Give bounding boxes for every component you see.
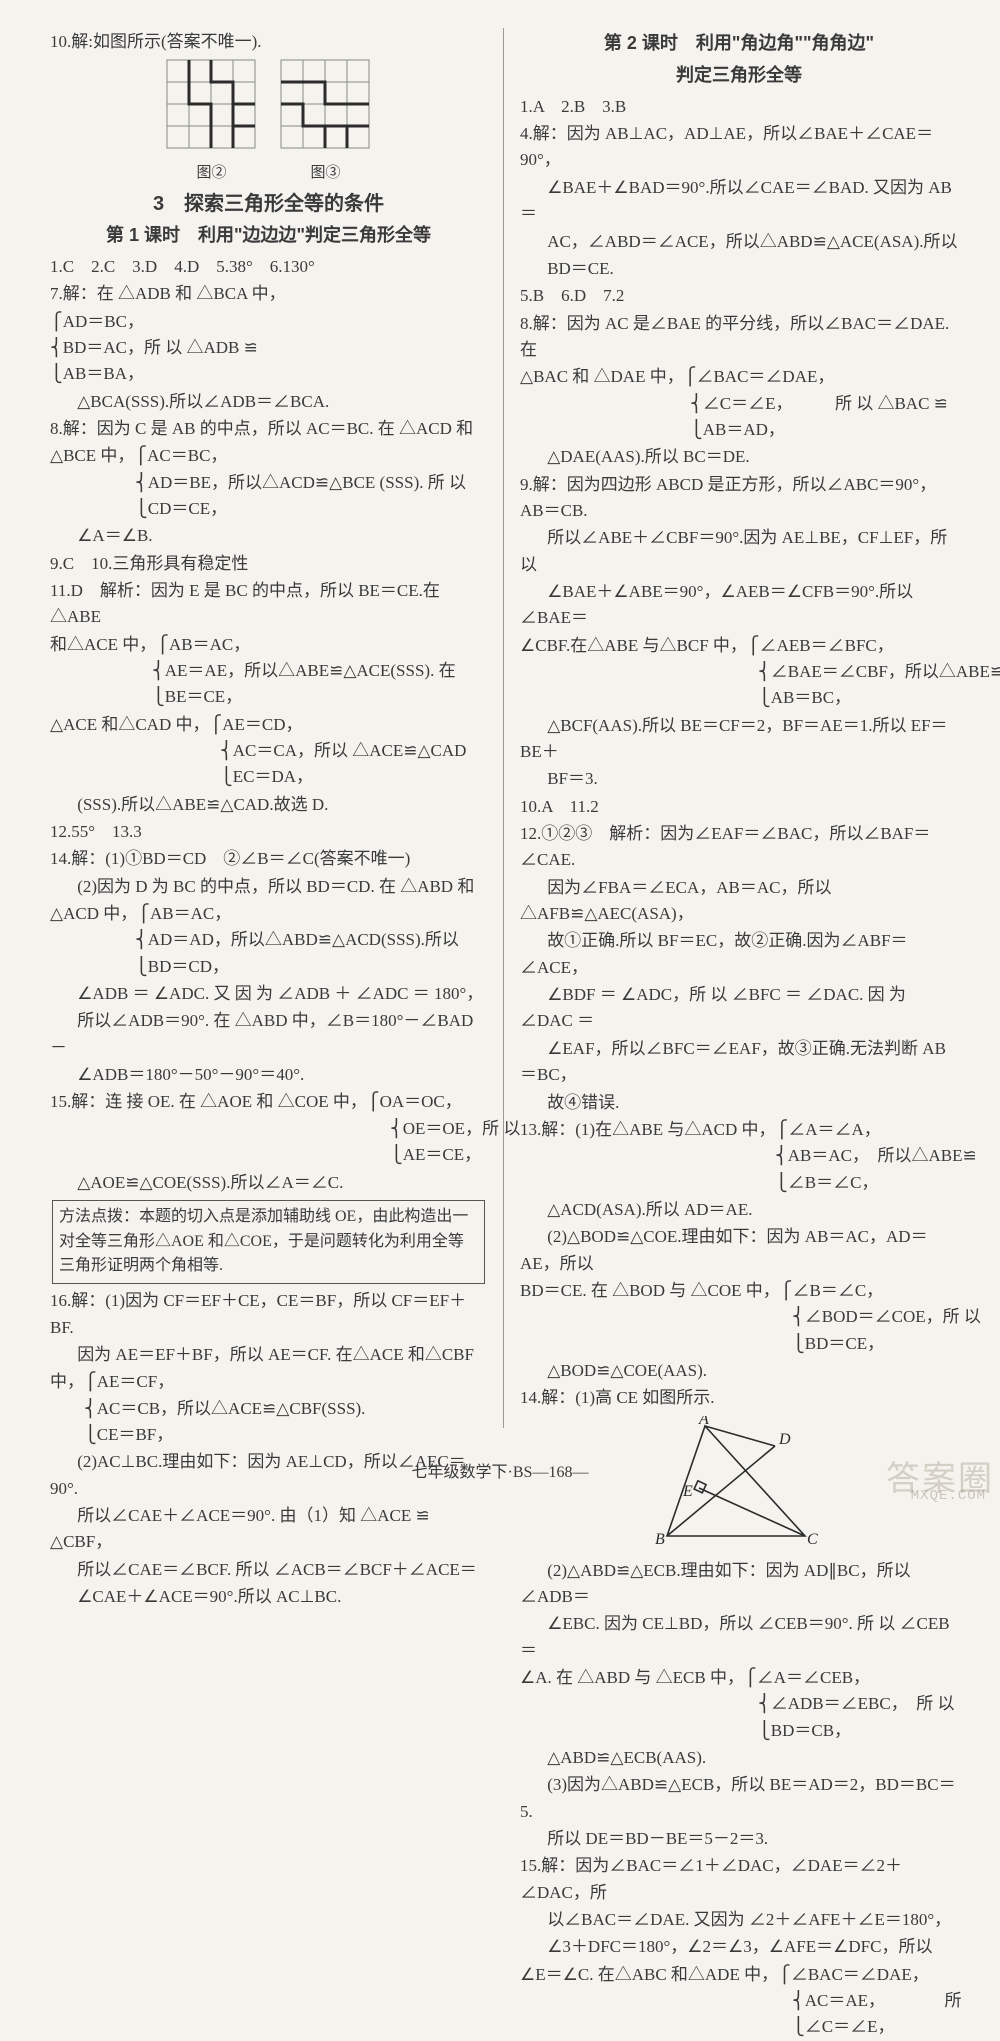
- q16-line7: ∠CAE＋∠ACE＝90°.所以 AC⊥BC.: [50, 1584, 487, 1610]
- q11-brace2: △ACE 和△CAD 中，⎧AE＝CD， ⎨AC＝CA，所以 △ACE≌△CAD…: [50, 712, 487, 791]
- figure-2-svg: [166, 59, 258, 151]
- r4-line1: 4.解：因为 AB⊥AC，AD⊥AE，所以∠BAE＋∠CAE＝90°，: [520, 121, 958, 174]
- q7-line1: 7.解：在 △ADB 和 △BCA 中，: [50, 281, 487, 307]
- page-footer: 七年级数学下·BS—168—: [0, 1461, 1000, 1486]
- r5-7: 5.B 6.D 7.2: [520, 283, 958, 309]
- r14-line3: ∠EBC. 因为 CE⊥BD，所以 ∠CEB＝90°. 所 以 ∠CEB＝: [520, 1611, 958, 1664]
- r14-line5: △ABD≌△ECB(AAS).: [520, 1745, 958, 1771]
- r9-line6: BF＝3.: [520, 766, 958, 792]
- q15-line2: △AOE≌△COE(SSS).所以∠A＝∠C.: [50, 1170, 487, 1196]
- q12-q13: 12.55° 13.3: [50, 819, 487, 845]
- r9-line1: 9.解：因为四边形 ABCD 是正方形，所以∠ABC＝90°，AB＝CB.: [520, 472, 958, 525]
- q16-line1: 16.解：(1)因为 CF＝EF＋CE，CE＝BF，所以 CF＝EF＋BF.: [50, 1288, 487, 1341]
- q11-line1: 11.D 解析：因为 E 是 BC 的中点，所以 BE＝CE.在△ABE: [50, 578, 487, 631]
- q9-q10: 9.C 10.三角形具有稳定性: [50, 551, 487, 577]
- r10-11: 10.A 11.2: [520, 794, 958, 820]
- figure-3-svg: [280, 59, 372, 151]
- r9-line5: △BCF(AAS).所以 BE＝CF＝2，BF＝AE＝1.所以 EF＝BE＋: [520, 713, 958, 766]
- r15-line3: ∠3＋DFC＝180°，∠2＝∠3，∠AFE＝∠DFC，所以: [520, 1934, 958, 1960]
- q16-brace: 中，⎧AE＝CF， ⎨AC＝CB，所以△ACE≌△CBF(SSS). ⎩CE＝B…: [50, 1369, 487, 1448]
- q16-line6: 所以∠CAE＝∠BCF. 所以 ∠ACB＝∠BCF＋∠ACE＝: [50, 1557, 487, 1583]
- r-answers-1-3: 1.A 2.B 3.B: [520, 94, 958, 120]
- svg-text:D: D: [778, 1431, 791, 1448]
- r4-line4: BD＝CE.: [520, 256, 958, 282]
- r14-line6: (3)因为△ABD≌△ECB，所以 BE＝AD＝2，BD＝BC＝5.: [520, 1772, 958, 1825]
- figure-2: 图②: [166, 59, 258, 185]
- q11-line4: (SSS).所以△ABE≌△CAD.故选 D.: [50, 792, 487, 818]
- q14-line1: 14.解：(1)①BD＝CD ②∠B＝∠C(答案不唯一): [50, 846, 487, 872]
- figures-row: 图② 图③: [50, 59, 487, 185]
- r13-line2: △ACD(ASA).所以 AD＝AE.: [520, 1197, 958, 1223]
- r9-line2: 所以∠ABE＋∠CBF＝90°.因为 AE⊥BE，CF⊥EF，所以: [520, 525, 958, 578]
- q10-intro: 10.解:如图所示(答案不唯一).: [50, 29, 487, 55]
- r12-line5: ∠EAF，所以∠BFC＝∠EAF，故③正确.无法判断 AB＝BC，: [520, 1036, 958, 1089]
- r8-line1: 8.解：因为 AC 是∠BAE 的平分线，所以∠BAC＝∠DAE.在: [520, 311, 958, 364]
- r14-line7: 所以 DE＝BD－BE＝5－2＝3.: [520, 1826, 958, 1852]
- lesson-2-title-2: 判定三角形全等: [520, 62, 958, 90]
- q8-brace: △BCE 中，⎧AC＝BC， ⎨AD＝BE，所以△ACD≌△BCE (SSS).…: [50, 443, 487, 522]
- q14-line5: 所以∠ADB＝90°. 在 △ABD 中，∠B＝180°－∠BAD－: [50, 1008, 487, 1061]
- lesson-2-title-1: 第 2 课时 利用"角边角""角角边": [520, 30, 958, 58]
- r13-line3: (2)△BOD≌△COE.理由如下：因为 AB＝AC，AD＝AE，所以: [520, 1224, 958, 1277]
- q14-brace: △ACD 中，⎧AB＝AC， ⎨AD＝AD，所以△ABD≌△ACD(SSS).所…: [50, 901, 487, 980]
- right-column: 第 2 课时 利用"角边角""角角边" 判定三角形全等 1.A 2.B 3.B …: [504, 28, 966, 1428]
- r12-line1: 12.①②③ 解析：因为∠EAF＝∠BAC，所以∠BAF＝∠CAE.: [520, 821, 958, 874]
- svg-text:A: A: [698, 1416, 709, 1428]
- section-3-title: 3 探索三角形全等的条件: [50, 189, 487, 220]
- r8-line3: △DAE(AAS).所以 BC＝DE.: [520, 444, 958, 470]
- r14-line1: 14.解：(1)高 CE 如图所示.: [520, 1385, 958, 1411]
- r15-brace: ∠E＝∠C. 在△ABC 和△ADE 中，⎧∠BAC＝∠DAE， ⎨AC＝AE，…: [520, 1962, 958, 2041]
- svg-text:B: B: [655, 1531, 665, 1548]
- q7-line3: △BCA(SSS).所以∠ADB＝∠BCA.: [50, 389, 487, 415]
- svg-text:C: C: [807, 1531, 818, 1548]
- q14-line4: ∠ADB ＝ ∠ADC. 又 因 为 ∠ADB ＋ ∠ADC ＝ 180°，: [50, 981, 487, 1007]
- r9-brace: ∠CBF.在△ABE 与△BCF 中，⎧∠AEB＝∠BFC， ⎨∠BAE＝∠CB…: [520, 633, 958, 712]
- r13-brace2: BD＝CE. 在 △BOD 与 △COE 中，⎧∠B＝∠C， ⎨∠BOD＝∠CO…: [520, 1278, 958, 1357]
- lesson-1-title: 第 1 课时 利用"边边边"判定三角形全等: [50, 222, 487, 250]
- figure-3: 图③: [280, 59, 372, 185]
- q7-brace: ⎧AD＝BC， ⎨BD＝AC，所 以 △ADB ≌ ⎩AB＝BA，: [50, 309, 487, 388]
- r14-line2: (2)△ABD≌△ECB.理由如下：因为 AD∥BC，所以∠ADB＝: [520, 1558, 958, 1611]
- r14-brace: ∠A. 在 △ABD 与 △ECB 中，⎧∠A＝∠CEB， ⎨∠ADB＝∠EBC…: [520, 1665, 958, 1744]
- q8-line1: 8.解：因为 C 是 AB 的中点，所以 AC＝BC. 在 △ACD 和: [50, 416, 487, 442]
- r12-line2: 因为∠FBA＝∠ECA，AB＝AC，所以△AFB≌△AEC(ASA)，: [520, 875, 958, 928]
- q14-line6: ∠ADB＝180°－50°－90°＝40°.: [50, 1062, 487, 1088]
- r15-line1: 15.解：因为∠BAC＝∠1＋∠DAC，∠DAE＝∠2＋∠DAC，所: [520, 1853, 958, 1906]
- r4-line3: AC，∠ABD＝∠ACE，所以△ABD≌△ACE(ASA).所以: [520, 229, 958, 255]
- figure-2-label: 图②: [166, 162, 258, 185]
- watermark-url: MXQE.COM: [911, 1486, 986, 1508]
- q15-line1: 15.解：连 接 OE. 在 △AOE 和 △COE 中，⎧OA＝OC， ⎨OE…: [50, 1089, 487, 1168]
- r13-line5: △BOD≌△COE(AAS).: [520, 1358, 958, 1384]
- r12-line6: 故④错误.: [520, 1090, 958, 1116]
- r15-line2: 以∠BAC＝∠DAE. 又因为 ∠2＋∠AFE＋∠E＝180°，: [520, 1907, 958, 1933]
- q16-line2: 因为 AE＝EF＋BF，所以 AE＝CF. 在△ACE 和△CBF: [50, 1342, 487, 1368]
- r12-line3: 故①正确.所以 BF＝EC，故②正确.因为∠ABF＝∠ACE，: [520, 928, 958, 981]
- figure-3-label: 图③: [280, 162, 372, 185]
- q14-line2: (2)因为 D 为 BC 的中点，所以 BD＝CD. 在 △ABD 和: [50, 874, 487, 900]
- q8-line3: ∠A＝∠B.: [50, 523, 487, 549]
- r13-line1: 13.解：(1)在△ABE 与△ACD 中，⎧∠A＝∠A， ⎨AB＝AC， 所以…: [520, 1117, 958, 1196]
- q11-brace1: 和△ACE 中，⎧AB＝AC， ⎨AE＝AE，所以△ABE≌△ACE(SSS).…: [50, 632, 487, 711]
- q16-line5: 所以∠CAE＋∠ACE＝90°. 由（1）知 △ACE ≌ △CBF，: [50, 1503, 487, 1556]
- r12-line4: ∠BDF ＝ ∠ADC，所 以 ∠BFC ＝ ∠DAC. 因 为 ∠DAC ＝: [520, 982, 958, 1035]
- r8-brace: △BAC 和 △DAE 中，⎧∠BAC＝∠DAE， ⎨∠C＝∠E， 所 以 △B…: [520, 364, 958, 443]
- left-column: 10.解:如图所示(答案不唯一). 图②: [42, 28, 504, 1428]
- answers-1-6: 1.C 2.C 3.D 4.D 5.38° 6.130°: [50, 254, 487, 280]
- method-box: 方法点拨：本题的切入点是添加辅助线 OE，由此构造出一对全等三角形△AOE 和△…: [52, 1200, 485, 1284]
- r9-line3: ∠BAE＋∠ABE＝90°，∠AEB＝∠CFB＝90°.所以∠BAE＝: [520, 579, 958, 632]
- r4-line2: ∠BAE＋∠BAD＝90°.所以∠CAE＝∠BAD. 又因为 AB＝: [520, 175, 958, 228]
